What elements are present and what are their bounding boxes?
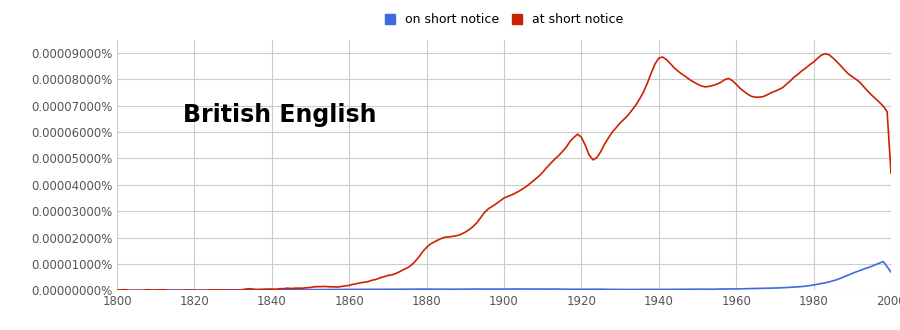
Legend: on short notice, at short notice: on short notice, at short notice [385,13,623,26]
Text: British English: British English [183,103,376,127]
